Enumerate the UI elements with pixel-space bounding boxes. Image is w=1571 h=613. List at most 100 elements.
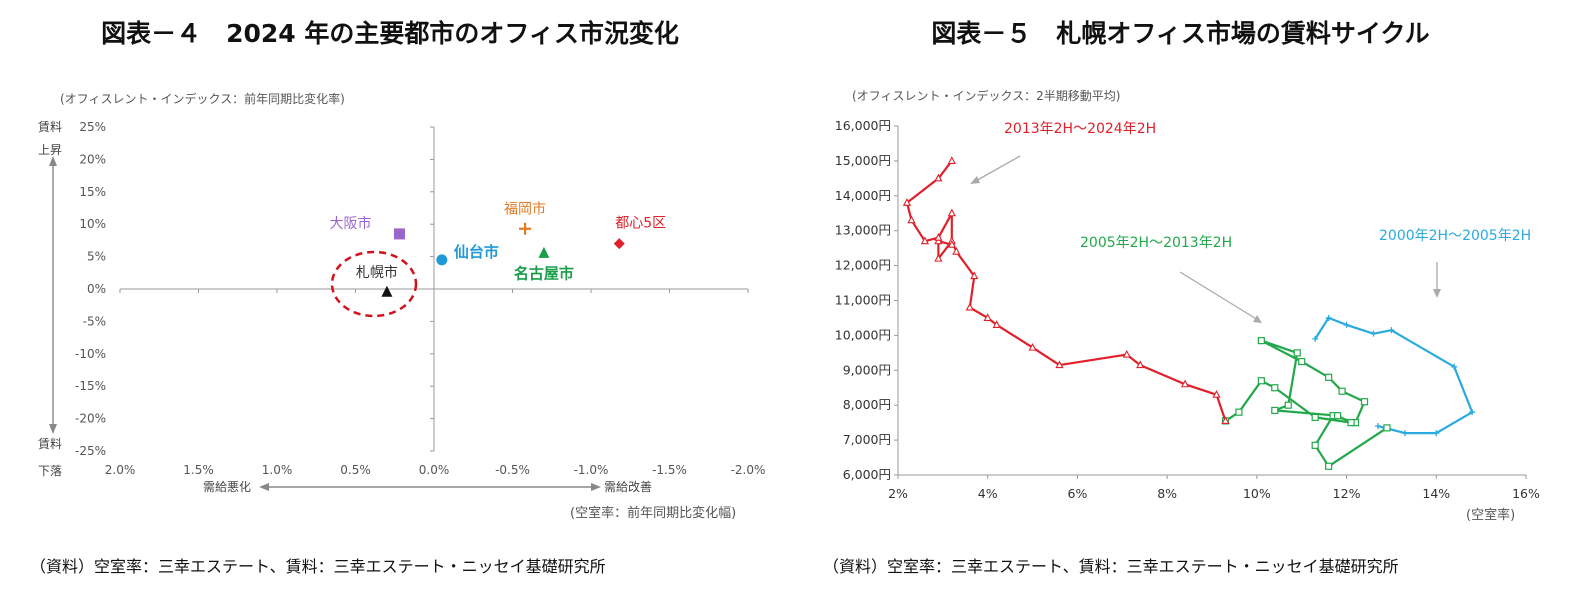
data-point [436,254,448,266]
figure-4-scatter-chart: (オフィスレント・インデックス：前年同期比変化率) (空室率：前年同期比変化幅)… [38,91,765,521]
y-tick-label: 0% [87,282,106,296]
data-point [1401,430,1408,437]
data-point [1055,360,1064,369]
data-point [1293,349,1301,357]
data-point [1284,401,1292,409]
supply-demand-arrow-left-head [259,483,269,491]
figure-5-axes: 16,000円 15,000円 14,000円 13,000円 12,000円 11,00… [835,118,1540,501]
figure-4-source: （資料）空室率：三幸エステート、賃料：三幸エステート・ニッセイ基礎研究所 [30,557,606,576]
data-label: 札幌市 [356,264,398,281]
y-axis-caption: (オフィスレント・インデックス：2半期移動平均) [852,88,1120,103]
x-axis-caption: (空室率：前年同期比変化幅) [570,505,736,521]
data-point [952,246,961,255]
x-tick-label: 1.5% [183,463,214,477]
data-point [1311,441,1319,449]
y-tick-label: 14,000円 [835,188,891,203]
series-line [905,160,1227,422]
figure-4-title: 図表－４ 2024 年の主要都市のオフィス市況変化 [101,19,679,48]
y-tick-label: 15% [79,185,106,199]
data-point [1325,462,1333,470]
data-point [934,173,943,182]
figure-5-line-chart: (オフィスレント・インデックス：2半期移動平均) (空室率) 16,000円 15… [835,88,1540,523]
data-point [1333,412,1342,420]
x-tick-label: 0.5% [340,463,371,477]
y-tick-label: 12,000円 [835,258,891,273]
data-point [1338,387,1346,395]
rent-up-label-1: 賃料 [38,119,62,134]
x-tick-label: 8% [1157,486,1177,501]
data-point [613,238,625,250]
x-tick-label: 6% [1068,486,1088,501]
data-point [1433,430,1440,437]
y-tick-label: -10% [75,347,106,361]
y-tick-label: -15% [75,379,106,393]
data-point [1122,349,1131,358]
data-point [1343,321,1350,328]
demand-improving-label: 需給改善 [604,479,652,494]
data-point [519,222,532,235]
data-point [1388,327,1395,334]
x-tick-label: 1.0% [262,463,293,477]
x-tick-label: -1.5% [652,463,687,477]
x-tick-label: -1.0% [574,463,609,477]
y-tick-label: -5% [83,314,106,328]
figure-5-series [902,156,1476,470]
data-point [934,233,943,241]
series-line [1314,316,1474,435]
figure-4-panel: 図表－４ 2024 年の主要都市のオフィス市況変化 (オフィスレント・インデック… [0,0,780,613]
y-tick-label: -20% [75,412,106,426]
annotation-arrowhead-red [970,176,980,184]
data-point [1311,413,1319,422]
data-point [1271,384,1279,392]
annotation-arrowhead-green [1253,315,1262,323]
annotation-label-blue: 2000年2H～2005年2H [1379,228,1531,244]
y-tick-label: 15,000円 [835,153,891,168]
data-point [1370,330,1377,337]
figure-5-panel: 図表－５ 札幌オフィス市場の賃料サイクル (オフィスレント・インデックス：2半期… [790,0,1571,613]
data-point [992,320,1001,328]
annotation-arrowhead-blue [1433,289,1441,298]
demand-worsening-label: 需給悪化 [203,480,251,494]
data-point [1374,423,1381,430]
data-point [934,253,943,262]
y-tick-label: 25% [79,120,106,134]
x-tick-label: 2% [888,486,908,501]
x-tick-label: 2.0% [105,463,136,477]
y-tick-label: 5% [87,250,106,264]
x-tick-label: -0.5% [495,463,530,477]
data-point [1271,406,1279,415]
data-point [1383,424,1391,432]
data-point [1360,398,1369,406]
y-tick-label: 16,000円 [835,118,891,133]
y-tick-label: 10,000円 [835,327,891,342]
y-tick-label: 13,000円 [835,223,891,238]
x-tick-label: 4% [978,486,998,501]
data-point [1180,379,1190,388]
data-point [983,313,992,322]
x-tick-label: 12% [1333,486,1361,501]
x-tick-label: 0.0% [419,463,450,477]
annotation-label-green: 2005年2H～2013年2H [1080,235,1232,251]
data-point [1325,314,1332,321]
data-point [393,228,405,240]
data-point [1312,335,1319,342]
rent-down-label-2: 下落 [38,464,62,478]
data-point [1298,357,1306,366]
data-point [970,271,979,280]
figure-5-source: （資料）空室率：三幸エステート、賃料：三幸エステート・ニッセイ基礎研究所 [823,557,1399,576]
y-tick-label: 11,000円 [835,293,891,308]
data-point [965,302,974,311]
data-point [920,236,930,245]
data-point [1221,416,1230,424]
data-point [1451,363,1458,370]
supply-demand-arrow-right-head [591,483,601,491]
x-tick-label: 14% [1422,486,1450,501]
data-point [902,198,912,206]
data-label: 仙台市 [454,243,499,261]
rent-arrow-up-head [49,156,57,166]
x-tick-label: 10% [1243,486,1271,501]
data-point [1257,337,1265,345]
y-tick-label: 7,000円 [843,432,891,447]
rent-down-label-1: 賃料 [38,436,62,451]
